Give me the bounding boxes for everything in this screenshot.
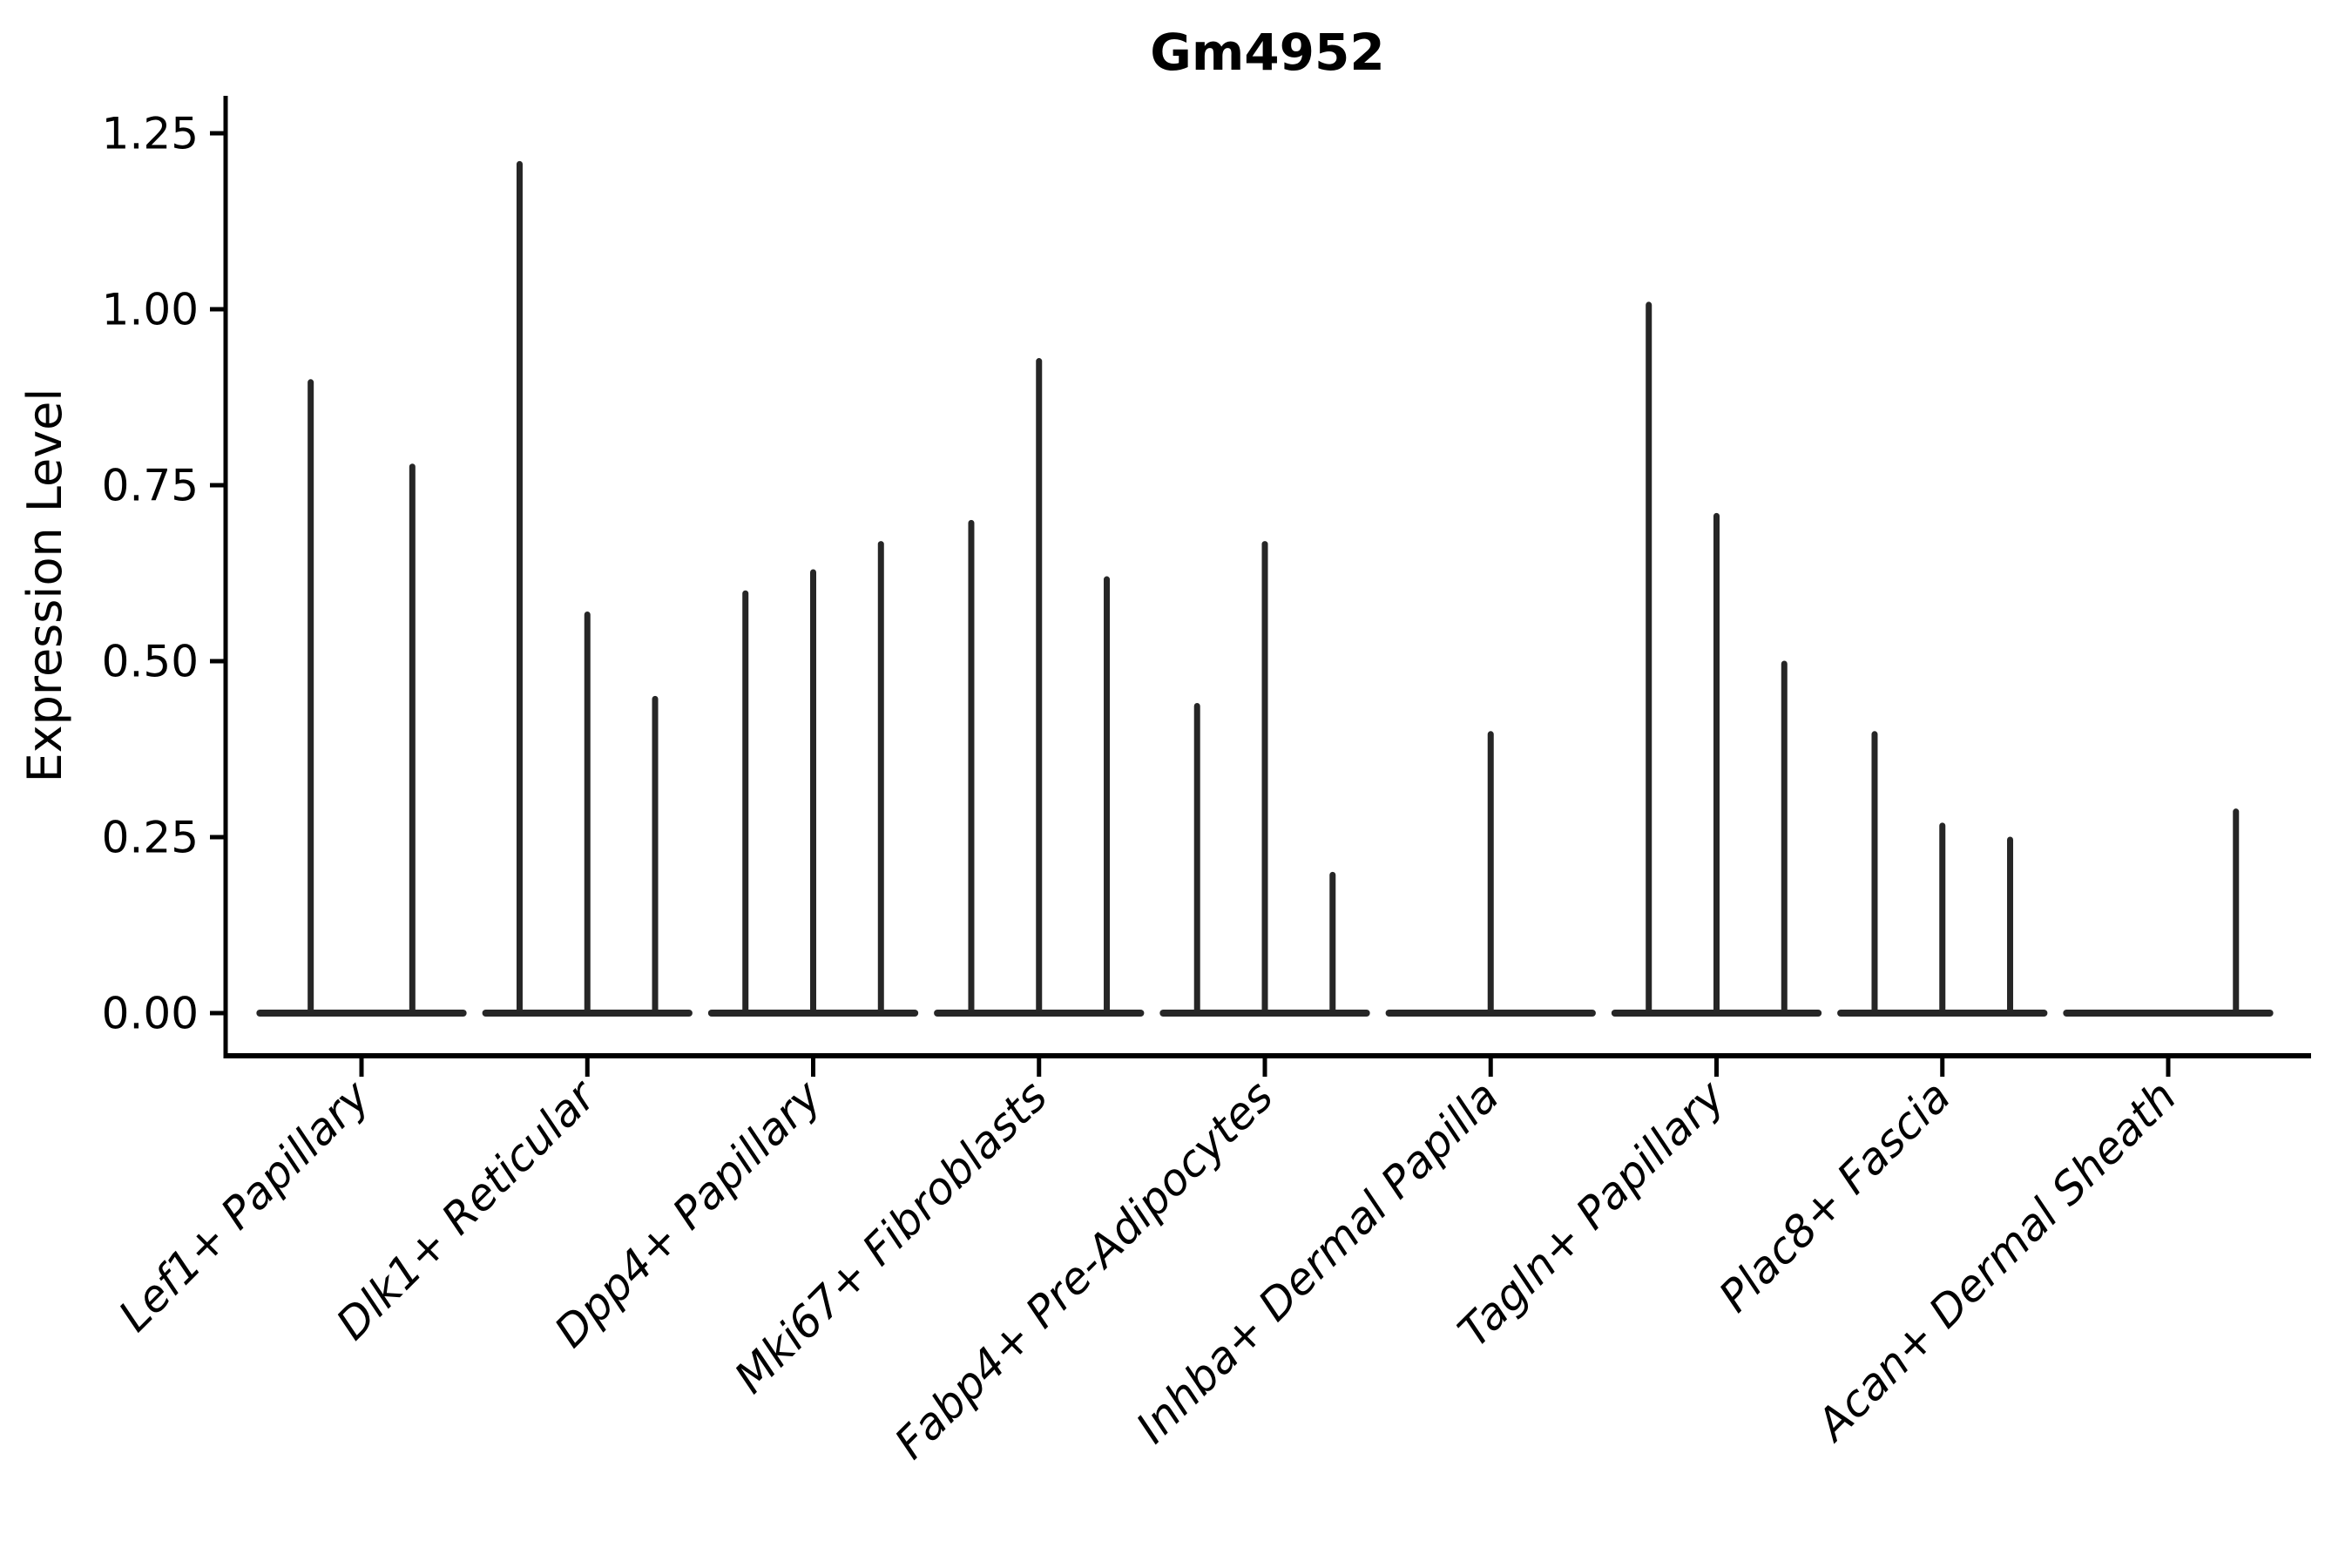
- y-tick-label: 0.75: [102, 461, 199, 511]
- y-tick-label: 0.50: [102, 637, 199, 687]
- y-tick-label: 0.00: [102, 989, 199, 1039]
- axes-layer: [223, 96, 2311, 1058]
- y-tick-label: 1.25: [102, 109, 199, 159]
- y-axis-label: Expression Level: [17, 389, 72, 783]
- x-tick-label: Acan+ Dermal Sheath: [1806, 1071, 2186, 1451]
- x-tick-label: Inhba+ Dermal Papilla: [1126, 1071, 1508, 1452]
- y-tick-label: 1.00: [102, 285, 199, 335]
- x-tick-label: Plac8+ Fascia: [1709, 1071, 1960, 1321]
- violin-spikes-layer: [308, 160, 2240, 1017]
- y-ticks-layer: 0.00 0.25 0.50 0.75 1.00 1.25: [102, 109, 226, 1039]
- y-tick-label: 0.25: [102, 813, 199, 863]
- chart-title: Gm4952: [1150, 23, 1384, 82]
- x-tick-label: Fabp4+ Pre-Adipocytes: [885, 1071, 1283, 1469]
